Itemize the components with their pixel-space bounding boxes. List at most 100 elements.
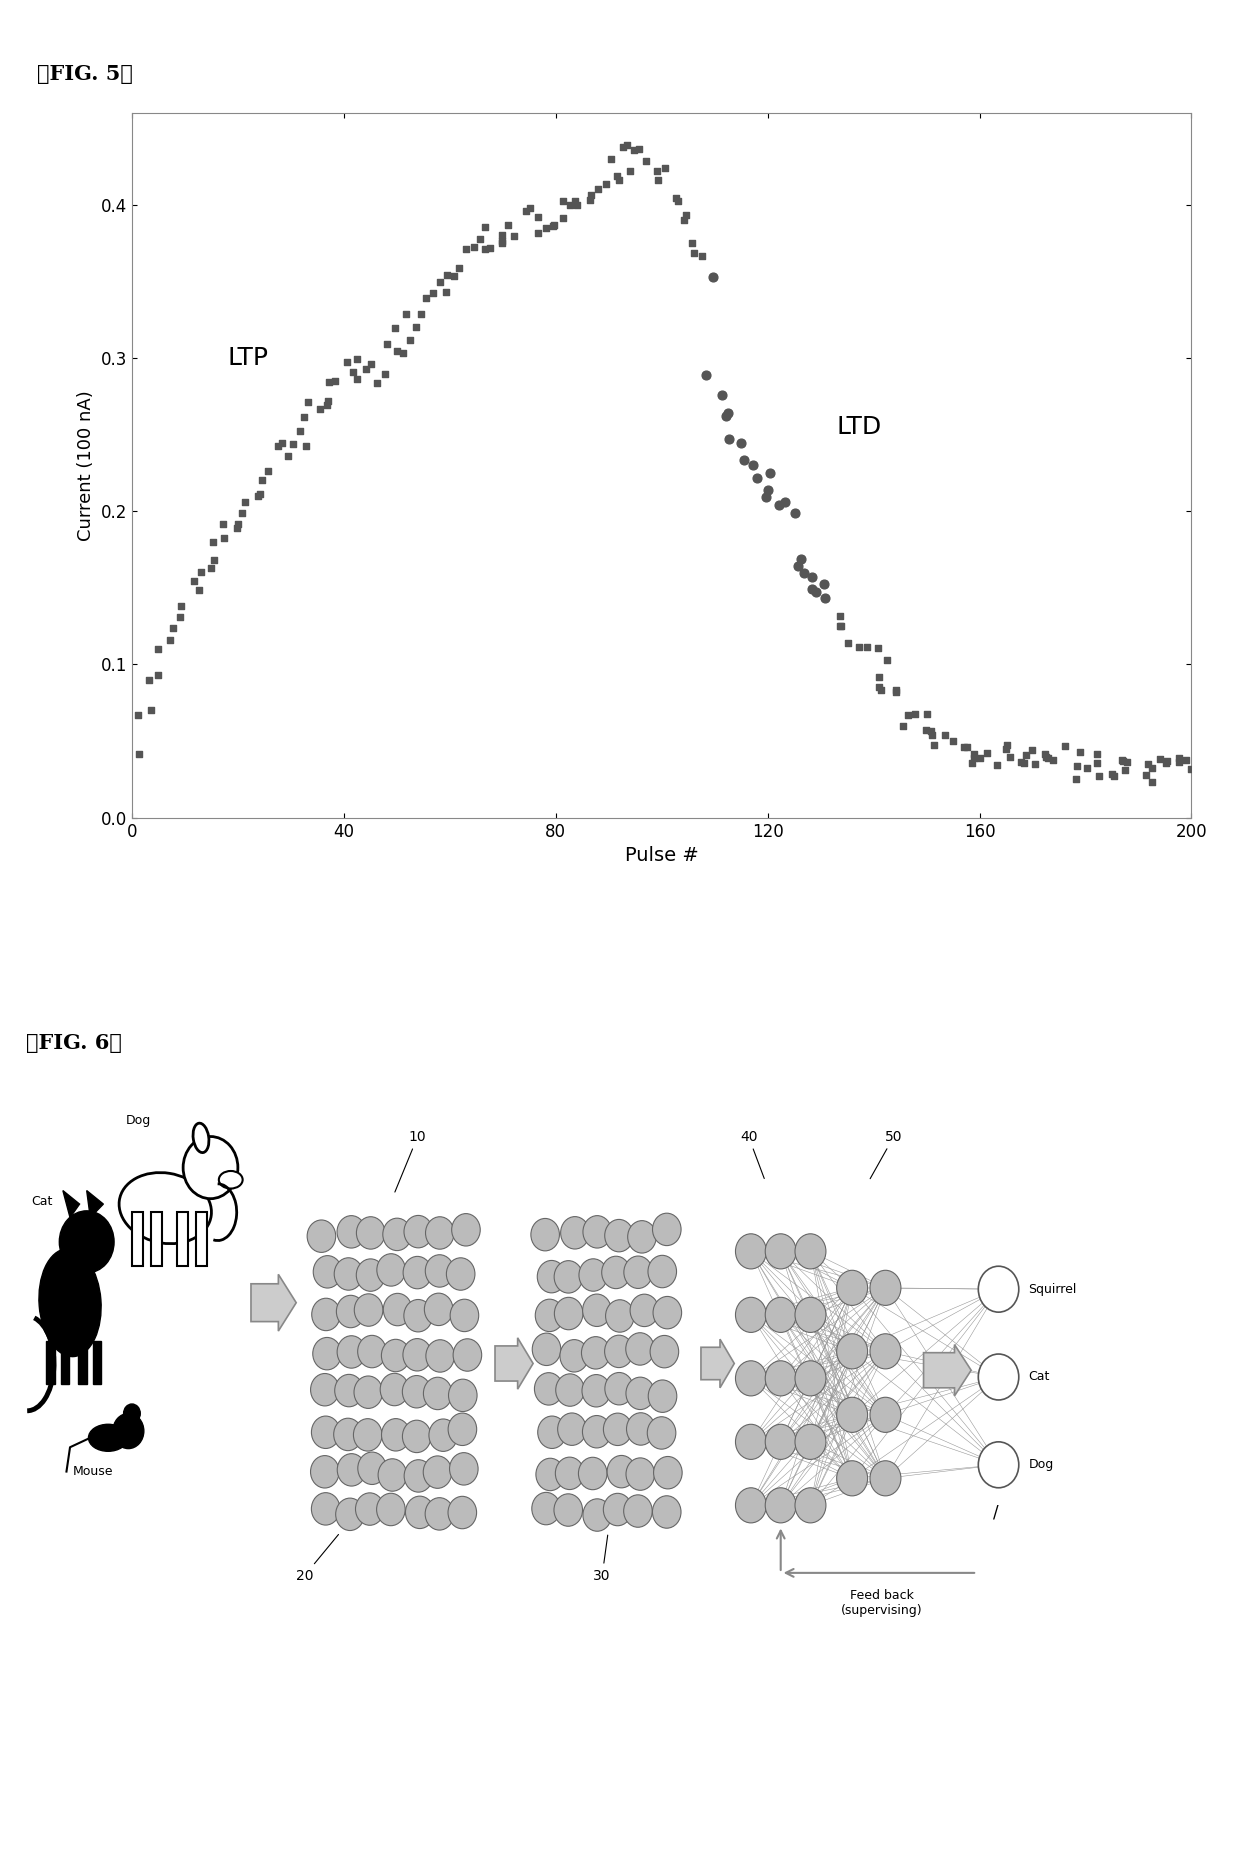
Circle shape (605, 1220, 634, 1252)
FancyArrow shape (701, 1339, 734, 1388)
Circle shape (423, 1376, 453, 1410)
Text: 50: 50 (870, 1129, 903, 1179)
Bar (177, 1213, 188, 1267)
Text: Mouse: Mouse (72, 1466, 113, 1479)
Circle shape (554, 1296, 583, 1330)
Circle shape (534, 1373, 563, 1404)
Circle shape (735, 1488, 766, 1523)
Circle shape (765, 1296, 796, 1332)
Circle shape (604, 1414, 632, 1445)
Circle shape (626, 1414, 655, 1445)
Circle shape (357, 1335, 386, 1367)
Polygon shape (87, 1190, 103, 1218)
Circle shape (560, 1339, 589, 1373)
Circle shape (556, 1375, 584, 1406)
Circle shape (532, 1492, 560, 1525)
Circle shape (403, 1256, 432, 1289)
Circle shape (402, 1376, 432, 1408)
Circle shape (582, 1337, 610, 1369)
Bar (196, 1213, 207, 1267)
Circle shape (337, 1216, 366, 1248)
Circle shape (449, 1378, 477, 1412)
Circle shape (356, 1494, 384, 1525)
Bar (61, 1341, 69, 1384)
Text: Cat: Cat (31, 1196, 52, 1209)
Circle shape (735, 1425, 766, 1460)
Circle shape (978, 1267, 1019, 1311)
Circle shape (601, 1256, 630, 1289)
Circle shape (450, 1453, 479, 1484)
Circle shape (537, 1261, 565, 1293)
Text: /: / (993, 1503, 999, 1521)
Circle shape (583, 1499, 611, 1531)
Circle shape (765, 1362, 796, 1395)
Circle shape (649, 1256, 677, 1287)
Circle shape (429, 1419, 458, 1451)
Circle shape (451, 1213, 480, 1246)
Circle shape (378, 1458, 407, 1492)
Circle shape (311, 1415, 340, 1449)
Circle shape (453, 1339, 481, 1371)
Circle shape (558, 1414, 587, 1445)
Circle shape (978, 1442, 1019, 1488)
Circle shape (652, 1495, 681, 1529)
Circle shape (403, 1339, 432, 1371)
Circle shape (624, 1256, 652, 1289)
Circle shape (795, 1488, 826, 1523)
Circle shape (425, 1216, 454, 1250)
Circle shape (870, 1460, 901, 1495)
Circle shape (531, 1218, 559, 1252)
Bar (78, 1341, 87, 1384)
Circle shape (649, 1380, 677, 1412)
Ellipse shape (218, 1172, 243, 1189)
Circle shape (356, 1216, 384, 1250)
Circle shape (647, 1417, 676, 1449)
Circle shape (795, 1233, 826, 1269)
FancyArrow shape (495, 1337, 533, 1389)
Circle shape (870, 1270, 901, 1306)
Circle shape (554, 1494, 583, 1527)
Circle shape (382, 1419, 410, 1451)
Text: 《FIG. 6》: 《FIG. 6》 (26, 1032, 122, 1053)
Circle shape (795, 1362, 826, 1395)
Circle shape (536, 1458, 564, 1490)
Circle shape (578, 1456, 608, 1490)
Circle shape (355, 1295, 383, 1326)
Circle shape (353, 1419, 382, 1451)
Text: 20: 20 (296, 1534, 339, 1583)
Circle shape (425, 1339, 454, 1373)
Circle shape (870, 1397, 901, 1432)
Circle shape (124, 1404, 140, 1423)
Circle shape (425, 1256, 454, 1287)
Circle shape (446, 1257, 475, 1291)
Circle shape (448, 1414, 476, 1445)
Circle shape (653, 1296, 682, 1328)
Circle shape (605, 1373, 634, 1404)
Circle shape (424, 1293, 453, 1326)
Circle shape (356, 1259, 384, 1291)
Text: Feed back
(supervising): Feed back (supervising) (841, 1588, 923, 1616)
Text: Dog: Dog (1028, 1458, 1054, 1471)
Circle shape (650, 1335, 678, 1367)
Circle shape (403, 1421, 432, 1453)
Circle shape (377, 1254, 405, 1285)
Circle shape (404, 1300, 433, 1332)
Circle shape (837, 1397, 868, 1432)
Circle shape (358, 1453, 387, 1484)
Circle shape (765, 1233, 796, 1269)
Circle shape (308, 1220, 336, 1252)
Circle shape (735, 1362, 766, 1395)
Circle shape (583, 1415, 611, 1447)
Circle shape (608, 1455, 636, 1488)
Circle shape (735, 1296, 766, 1332)
Circle shape (448, 1495, 476, 1529)
Circle shape (837, 1460, 868, 1495)
Circle shape (795, 1296, 826, 1332)
Circle shape (795, 1425, 826, 1460)
Bar (151, 1213, 161, 1267)
Ellipse shape (193, 1123, 208, 1153)
Circle shape (536, 1298, 564, 1332)
Circle shape (626, 1334, 655, 1365)
Circle shape (312, 1337, 341, 1369)
Circle shape (532, 1334, 560, 1365)
